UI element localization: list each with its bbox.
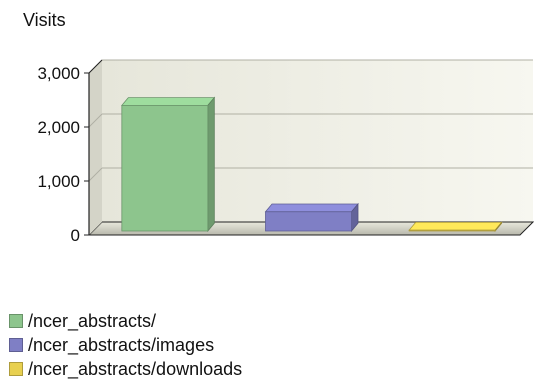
- legend-item: /ncer_abstracts/downloads: [9, 357, 242, 381]
- bars: [120, 96, 503, 233]
- legend-label: /ncer_abstracts/downloads: [28, 358, 243, 379]
- bar-top: [264, 203, 359, 213]
- bar-top: [120, 97, 216, 106]
- bar-side: [207, 96, 215, 233]
- bar-front: [408, 229, 496, 232]
- legend-item: /ncer_abstracts/images: [9, 333, 242, 357]
- legend-label: /ncer_abstracts/: [28, 310, 157, 331]
- y-tick-label: 3,000: [37, 64, 80, 83]
- bar: [120, 96, 216, 233]
- legend-swatch: [9, 338, 23, 352]
- legend: /ncer_abstracts/ /ncer_abstracts/images/n…: [9, 309, 242, 381]
- y-tick-label: 1,000: [37, 172, 80, 191]
- legend-swatch: [9, 314, 23, 328]
- bar-front: [265, 211, 352, 232]
- y-tick-label: 0: [71, 226, 80, 245]
- y-axis-ticks: 0 1,000 2,000 3,000: [37, 59, 103, 245]
- y-axis-top-edge: [88, 59, 103, 74]
- bar-top: [408, 221, 503, 231]
- gridline-side: [88, 113, 103, 128]
- bar-chart: Visits 0 1,000 2,000 3,000: [23, 10, 534, 245]
- bar-front: [121, 105, 209, 232]
- legend-item: /ncer_abstracts/: [9, 309, 242, 333]
- legend-swatch: [9, 362, 23, 376]
- legend-label: /ncer_abstracts/images: [28, 334, 215, 355]
- side-wall: [89, 60, 102, 235]
- bar: [264, 202, 359, 233]
- gridline-side: [88, 167, 103, 182]
- y-axis-title: Visits: [23, 10, 66, 30]
- y-tick-label: 2,000: [37, 118, 80, 137]
- bar: [408, 221, 503, 233]
